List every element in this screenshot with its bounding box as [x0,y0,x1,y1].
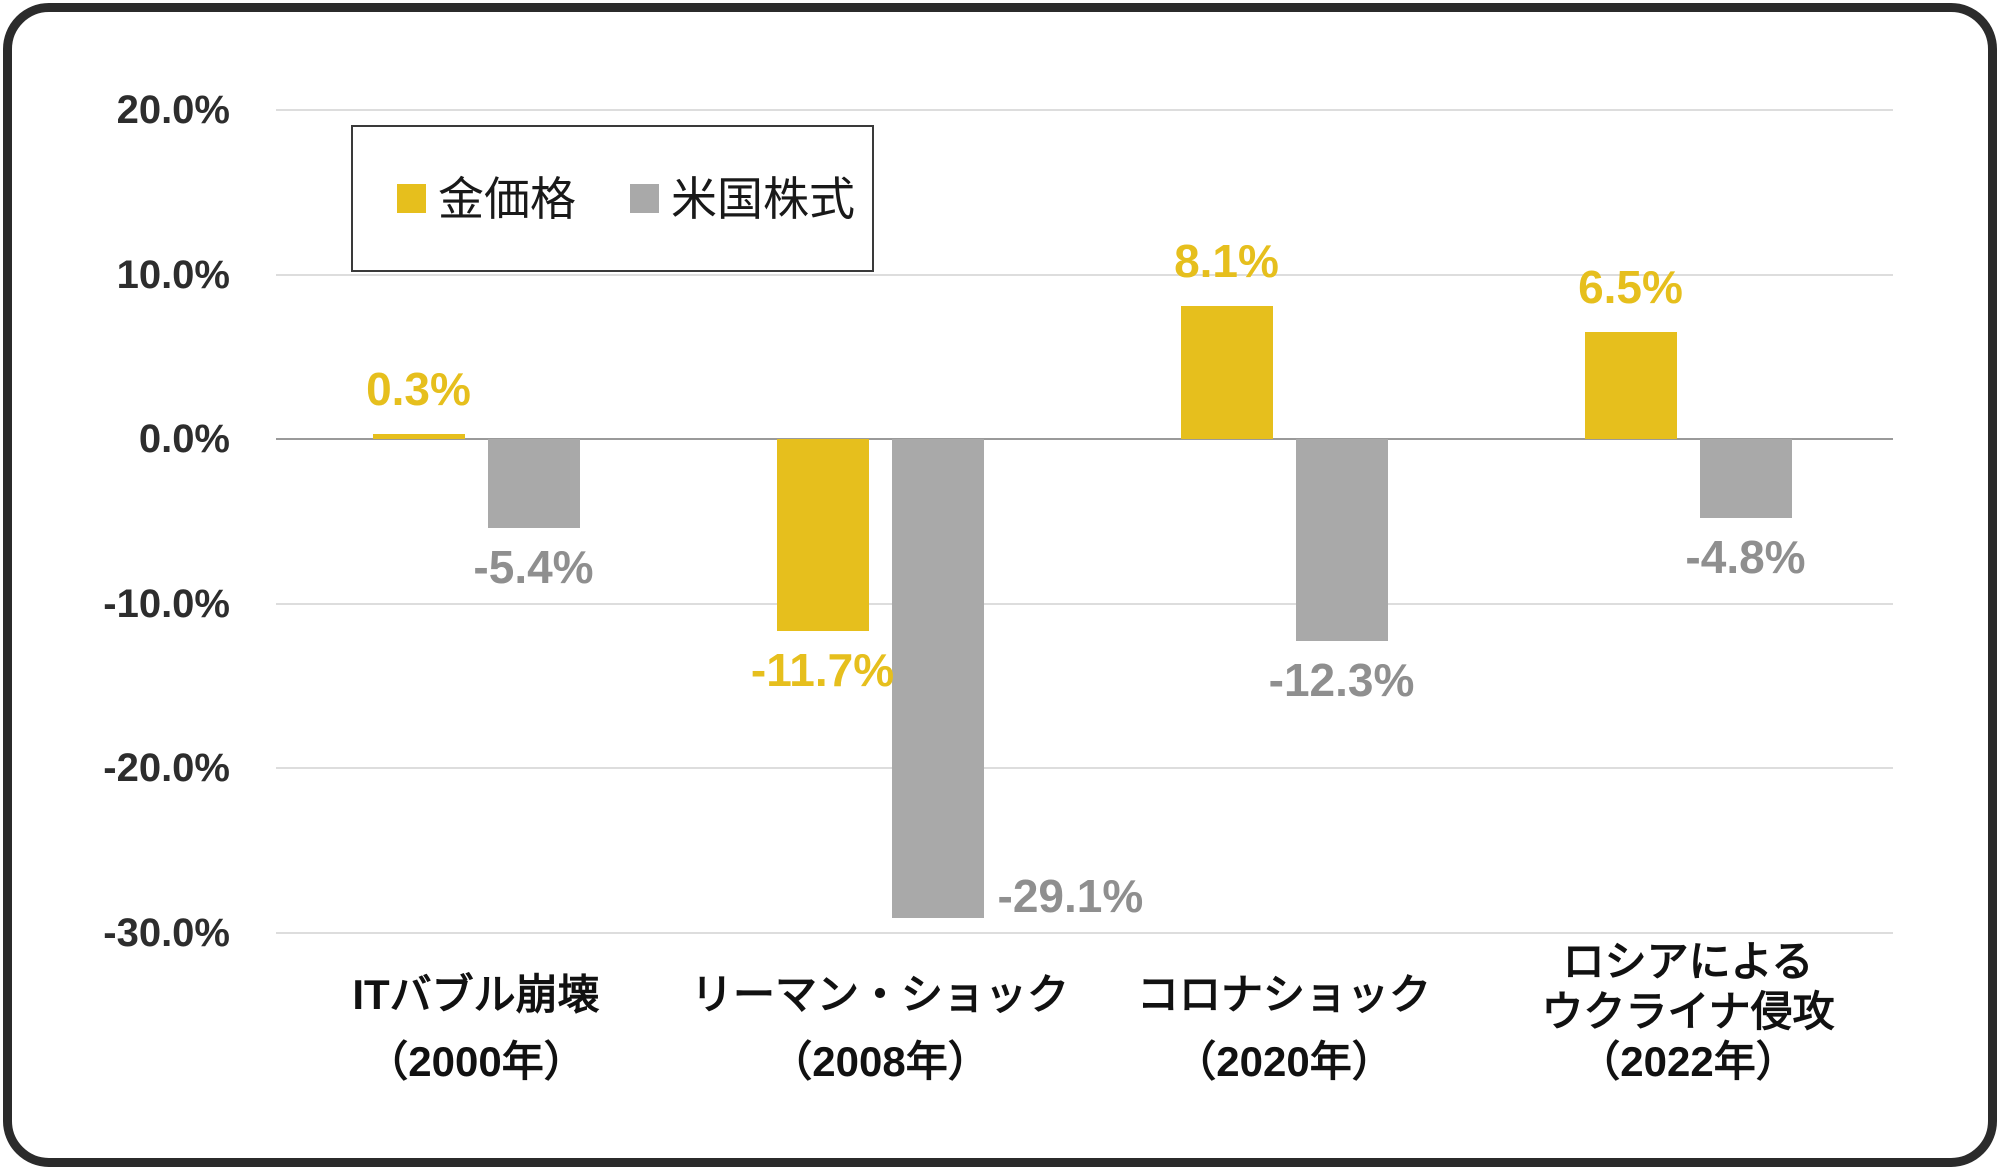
category-label-ukraine: ロシアによる ウクライナ侵攻 （2022年） [1541,937,1834,1087]
legend-label-us-stocks: 米国株式 [671,172,855,225]
legend-swatch-gold [397,184,426,213]
gridline-minus10pct [276,602,1893,605]
category-name: ウクライナ侵攻 [1541,988,1835,1035]
category-name: リーマン・ショック [690,971,1070,1018]
value-label-stocks-lehman: -29.1% [997,869,1144,922]
category-name: ロシアによる [1562,938,1814,985]
category-year: （2008年） [770,1038,990,1085]
value-label-gold-ukraine: 6.5% [1578,261,1683,314]
bar-gold-ukraine [1584,332,1677,439]
value-label-gold-it-bubble: 0.3% [366,363,471,415]
value-label-stocks-corona: -12.3% [1268,654,1415,707]
bar-stocks-ukraine [1699,439,1792,518]
value-label-stocks-it-bubble: -5.4% [473,540,594,593]
value-label-gold-corona: 8.1% [1174,234,1279,287]
category-label-lehman: リーマン・ショック （2008年） [691,970,1069,1087]
bar-stocks-it-bubble [487,439,580,528]
y-tick-label: 20.0% [116,88,230,132]
category-year: （2022年） [1578,1038,1798,1085]
bar-gold-corona [1180,305,1273,439]
category-label-corona: コロナショック （2020年） [1137,970,1431,1087]
category-year: （2000年） [366,1038,586,1085]
zero-axis-line [276,438,1893,440]
value-label-gold-lehman: -11.7% [750,644,895,697]
y-tick-label: -30.0% [103,910,230,955]
category-year: （2020年） [1174,1038,1394,1085]
gridline-10pct [276,273,1893,276]
legend: 金価格 米国株式 [351,125,874,272]
y-tick-label: -10.0% [103,581,230,626]
bar-stocks-corona [1295,439,1388,642]
gridline-minus20pct [276,767,1893,769]
bar-gold-it-bubble [372,434,465,439]
legend-label-gold: 金価格 [438,172,576,225]
legend-swatch-us-stocks [630,184,659,213]
gridline-20pct [276,109,1893,111]
category-name: コロナショック [1136,971,1432,1018]
gridline-minus30pct [276,931,1893,934]
y-tick-label: -20.0% [103,746,230,790]
value-label-stocks-ukraine: -4.8% [1685,530,1806,583]
category-name: ITバブル崩壊 [352,971,600,1018]
y-tick-label: 0.0% [138,417,230,461]
bar-stocks-lehman [891,439,984,918]
bar-gold-lehman [776,439,869,632]
y-tick-label: 10.0% [116,252,230,297]
category-label-it-bubble: ITバブル崩壊 （2000年） [352,970,599,1087]
